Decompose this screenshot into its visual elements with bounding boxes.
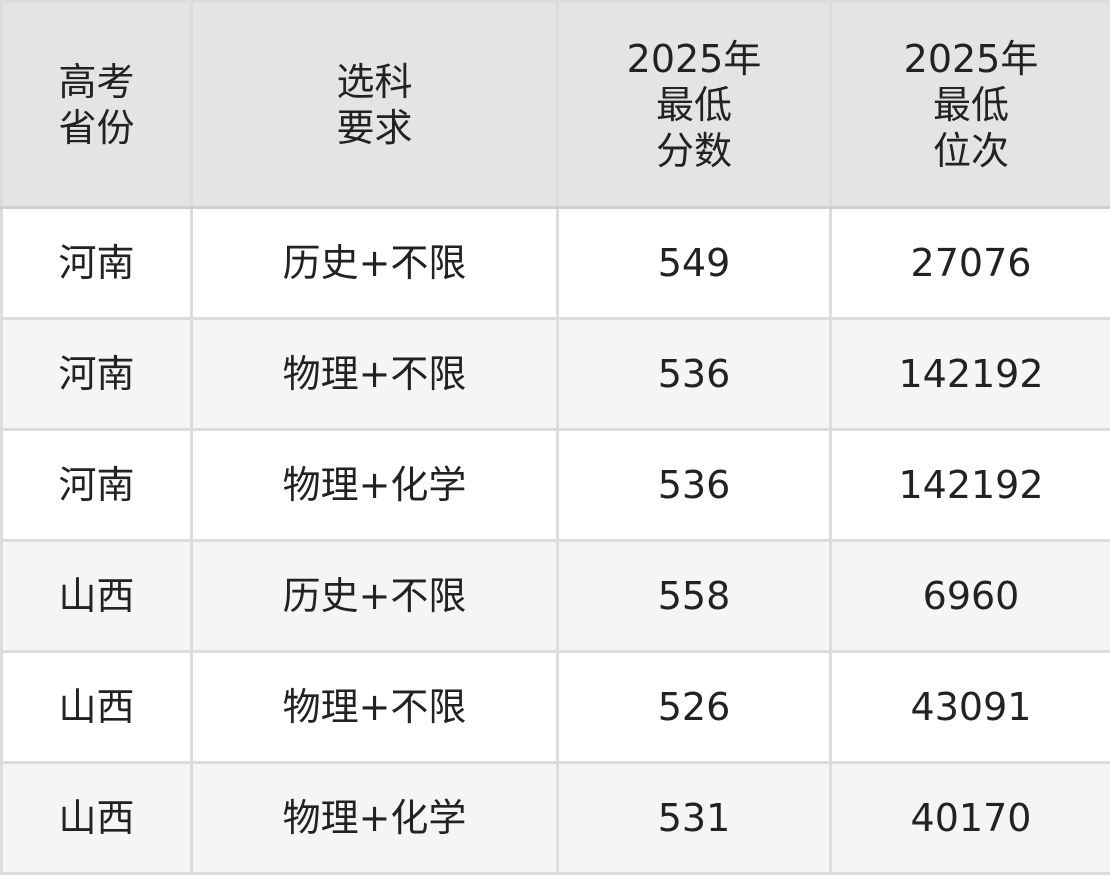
min-rank-cell: 142192 bbox=[829, 428, 1110, 542]
province-cell: 山西 bbox=[0, 761, 193, 875]
subject-requirement-cell: 物理+不限 bbox=[190, 650, 559, 764]
min-score-cell: 526 bbox=[556, 650, 832, 764]
header-subject-requirement: 选科 要求 bbox=[190, 0, 559, 209]
header-province: 高考 省份 bbox=[0, 0, 193, 209]
min-rank-cell: 43091 bbox=[829, 650, 1110, 764]
table-row: 河南 物理+不限 536 142192 bbox=[0, 317, 1110, 431]
min-score-cell: 549 bbox=[556, 206, 832, 320]
table-row: 山西 历史+不限 558 6960 bbox=[0, 539, 1110, 653]
table-row: 山西 物理+化学 531 40170 bbox=[0, 761, 1110, 875]
province-cell: 河南 bbox=[0, 206, 193, 320]
subject-requirement-cell: 历史+不限 bbox=[190, 206, 559, 320]
province-cell: 河南 bbox=[0, 428, 193, 542]
table-row: 河南 物理+化学 536 142192 bbox=[0, 428, 1110, 542]
province-cell: 河南 bbox=[0, 317, 193, 431]
header-row: 高考 省份 选科 要求 2025年 最低 分数 2025年 最低 位次 bbox=[0, 0, 1110, 209]
province-cell: 山西 bbox=[0, 539, 193, 653]
province-cell: 山西 bbox=[0, 650, 193, 764]
min-score-cell: 536 bbox=[556, 428, 832, 542]
min-score-cell: 558 bbox=[556, 539, 832, 653]
min-rank-cell: 142192 bbox=[829, 317, 1110, 431]
min-score-cell: 531 bbox=[556, 761, 832, 875]
subject-requirement-cell: 物理+不限 bbox=[190, 317, 559, 431]
min-rank-cell: 27076 bbox=[829, 206, 1110, 320]
min-score-cell: 536 bbox=[556, 317, 832, 431]
header-min-score: 2025年 最低 分数 bbox=[556, 0, 832, 209]
min-rank-cell: 6960 bbox=[829, 539, 1110, 653]
subject-requirement-cell: 物理+化学 bbox=[190, 761, 559, 875]
table-row: 河南 历史+不限 549 27076 bbox=[0, 206, 1110, 320]
subject-requirement-cell: 物理+化学 bbox=[190, 428, 559, 542]
header-min-rank: 2025年 最低 位次 bbox=[829, 0, 1110, 209]
subject-requirement-cell: 历史+不限 bbox=[190, 539, 559, 653]
table-row: 山西 物理+不限 526 43091 bbox=[0, 650, 1110, 764]
min-rank-cell: 40170 bbox=[829, 761, 1110, 875]
